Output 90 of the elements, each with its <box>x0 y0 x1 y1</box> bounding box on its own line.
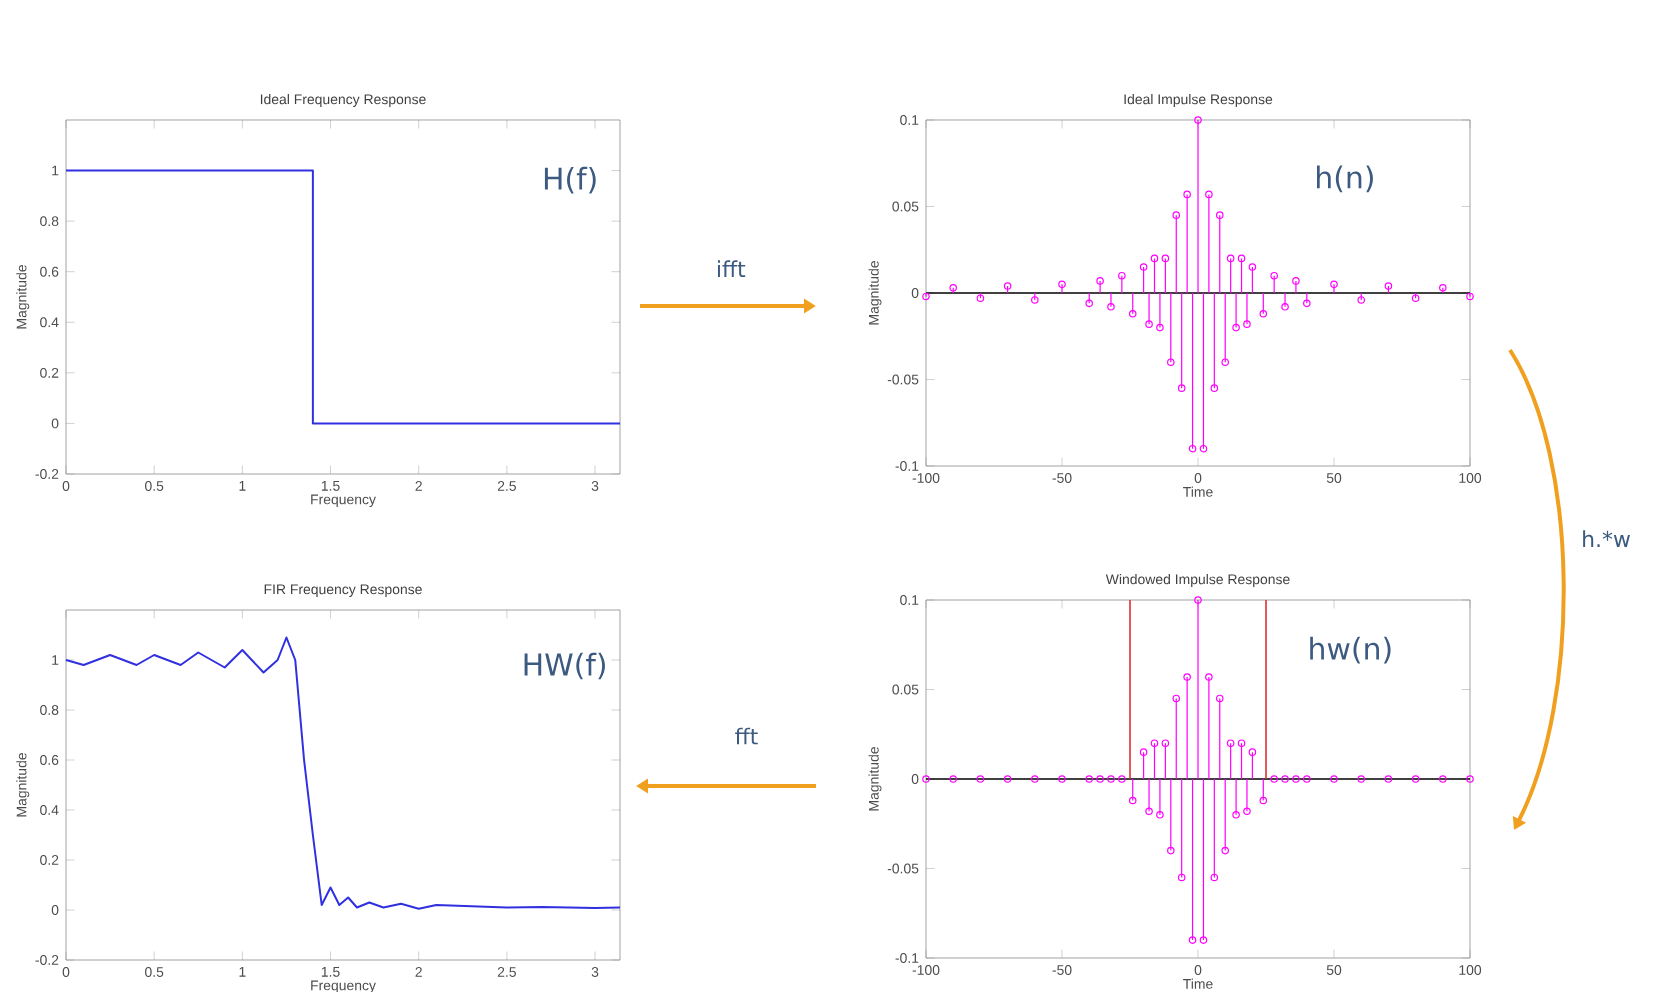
point <box>1161 739 1170 747</box>
point <box>949 775 957 783</box>
point <box>1226 739 1235 747</box>
point <box>1058 280 1066 289</box>
line-series <box>65 636 622 910</box>
point <box>1172 694 1181 703</box>
point <box>1161 254 1170 263</box>
point <box>1145 320 1153 328</box>
point <box>1031 775 1039 783</box>
point <box>1156 323 1164 332</box>
point <box>1194 116 1202 124</box>
point <box>1205 190 1213 199</box>
point <box>1232 811 1240 819</box>
point <box>1096 775 1104 783</box>
point <box>1139 263 1148 271</box>
point <box>1281 303 1289 311</box>
point <box>1303 299 1311 308</box>
point <box>1292 775 1300 783</box>
point <box>949 284 957 292</box>
point <box>1330 280 1338 289</box>
point <box>1248 263 1257 271</box>
point <box>1243 807 1251 816</box>
point <box>1194 596 1202 604</box>
point <box>1118 775 1126 783</box>
point <box>976 775 985 783</box>
point <box>1210 384 1219 392</box>
annotation: hw(n) <box>1310 636 1391 664</box>
text: h.*w <box>1583 530 1630 547</box>
point <box>1128 309 1137 318</box>
point <box>1270 775 1278 783</box>
point <box>1085 299 1093 308</box>
point <box>1145 807 1153 816</box>
point <box>1183 190 1191 199</box>
point <box>1188 936 1197 944</box>
point <box>1003 775 1012 783</box>
point <box>1150 254 1159 263</box>
point <box>976 294 985 302</box>
point <box>1058 775 1066 783</box>
text: fft <box>735 727 758 745</box>
annotation: HW(f) <box>524 652 605 680</box>
annotation: H(f) <box>544 166 596 194</box>
point <box>1215 694 1224 703</box>
point <box>1411 294 1420 302</box>
point <box>1118 271 1126 280</box>
point <box>1259 796 1268 805</box>
point <box>1357 775 1365 783</box>
point <box>1248 748 1257 756</box>
point <box>1096 277 1104 285</box>
point <box>1128 796 1137 805</box>
point <box>1439 775 1447 783</box>
point <box>1232 323 1240 332</box>
point <box>1199 444 1208 453</box>
point <box>1439 284 1447 292</box>
point <box>1177 873 1186 882</box>
point <box>1237 254 1246 263</box>
point <box>1205 673 1213 681</box>
point <box>1270 271 1278 280</box>
point <box>1210 873 1219 882</box>
point <box>1172 211 1181 219</box>
point <box>1221 846 1229 855</box>
point <box>1139 748 1148 756</box>
point <box>1150 739 1159 747</box>
point <box>1259 309 1268 318</box>
point <box>1215 211 1224 219</box>
point <box>1330 775 1338 783</box>
point <box>1085 775 1093 783</box>
point <box>1384 282 1393 290</box>
point <box>1107 775 1115 783</box>
point <box>1357 296 1366 304</box>
point <box>1183 673 1191 681</box>
point <box>1003 282 1012 290</box>
point <box>1303 775 1311 783</box>
point <box>1281 775 1289 783</box>
point <box>1411 775 1420 783</box>
point <box>1226 254 1235 263</box>
point <box>1199 936 1208 944</box>
point <box>1167 358 1175 366</box>
point <box>1167 846 1175 855</box>
annotation: h(n) <box>1317 165 1373 193</box>
point <box>1107 303 1115 311</box>
point <box>1292 277 1300 285</box>
point <box>1237 739 1246 747</box>
point <box>1156 811 1164 819</box>
point <box>1243 320 1251 328</box>
text: ifft <box>717 260 746 277</box>
point <box>1188 444 1197 453</box>
point <box>1031 296 1039 304</box>
point <box>1384 775 1393 783</box>
point <box>1177 384 1186 392</box>
point <box>1221 358 1230 366</box>
